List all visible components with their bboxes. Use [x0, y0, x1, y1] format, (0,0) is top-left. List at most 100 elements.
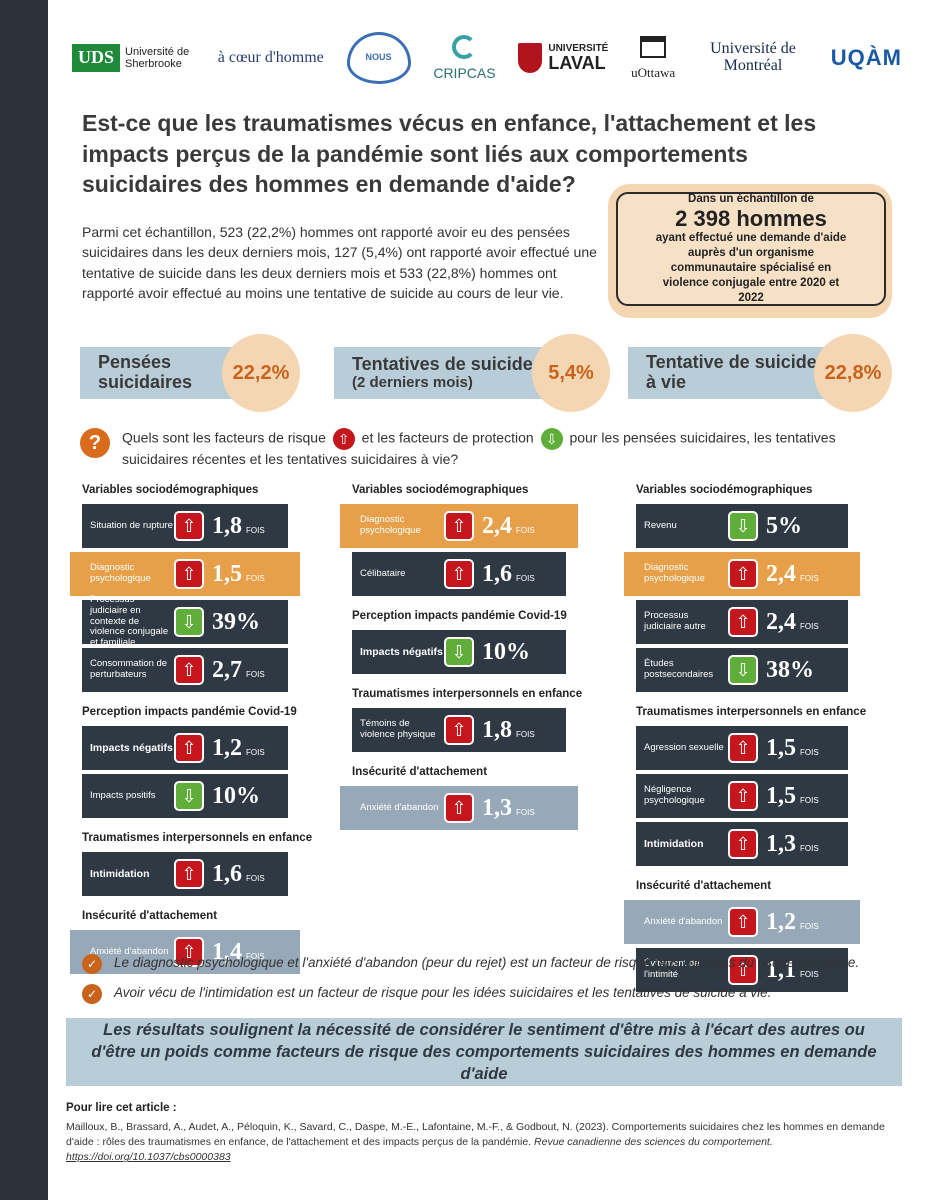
factor-label: Anxiété d'abandon: [360, 801, 439, 813]
udem-text: Université de Montréal: [710, 40, 796, 74]
laval-shield-icon: [518, 42, 543, 73]
arrow-up-icon: ⇧: [728, 733, 758, 763]
factor-unit: FOIS: [800, 795, 819, 805]
arrow-down-icon: ⇩: [444, 637, 474, 667]
factor-label: Diagnostic psychologique: [644, 562, 705, 584]
factor-value: 1,8: [482, 716, 512, 743]
cripcas-swirl-icon: [452, 34, 477, 59]
stat-pensees: Pensées suicidaires: [80, 347, 240, 399]
reference-doi-link[interactable]: https://doi.org/10.1037/cbs0000383: [66, 1151, 231, 1164]
arrow-down-icon: ⇩: [174, 607, 204, 637]
factor-value: 1,5: [212, 560, 242, 587]
factor-row: Témoins de violence physique ⇧ 1,8 FOIS: [352, 708, 566, 752]
reference-citation: Mailloux, B., Brassard, A., Audet, A., P…: [66, 1121, 885, 1149]
factor-value: 1,8: [212, 512, 242, 539]
section-title: Insécurité d'attachement: [82, 910, 218, 922]
factor-unit: FOIS: [246, 525, 265, 535]
question-part2: et les facteurs de protection: [361, 429, 534, 446]
sample-line2: ayant effectué une demande d'aide auprès…: [655, 232, 847, 304]
laval-top: UNIVERSITÉ: [548, 42, 609, 54]
factor-label: Situation de rupture: [90, 519, 173, 531]
nous-text: NOUS: [346, 32, 411, 84]
uqam-text: UQÀM: [830, 44, 902, 70]
factor-label: Anxiété d'abandon: [644, 915, 723, 927]
factor-value: 1,1: [766, 956, 796, 983]
factor-row: Revenu ⇩ 5%: [636, 504, 848, 548]
factor-label: Processus judiciaire en contexte de viol…: [90, 593, 169, 649]
laval-bottom: LAVAL: [548, 52, 606, 73]
logo-udem: Université de Montréal: [698, 40, 808, 75]
logo-cripcas: CRIPCAS: [433, 34, 496, 81]
section-title: Traumatismes interpersonnels en enfance: [352, 688, 583, 700]
factor-label: Négligence psychologique: [644, 784, 705, 806]
section-title: Variables sociodémographiques: [82, 484, 259, 496]
factor-value: 10%: [212, 782, 260, 809]
question-text: Quels sont les facteurs de risque ⇧ et l…: [122, 428, 882, 470]
factor-row: Célibataire ⇧ 1,6 FOIS: [352, 552, 566, 596]
factor-unit: FOIS: [246, 669, 265, 679]
question-icon: ?: [80, 428, 110, 458]
stat-sub: suicidaires: [98, 372, 193, 392]
arrow-up-icon: ⇧: [174, 937, 204, 967]
factor-value: 1,6: [482, 560, 512, 587]
factor-row: Anxiété d'abandon ⇧ 1,3 FOIS: [340, 786, 578, 830]
arrow-up-icon: ⇧: [444, 793, 474, 823]
coeur-text: à cœur d'homme: [217, 49, 324, 67]
factor-value: 10%: [482, 638, 530, 665]
stat-tentative-vie-value: 22,8%: [814, 334, 892, 412]
factor-label: Agression sexuelle: [644, 741, 724, 753]
stat-label: Tentatives de suicide: [352, 353, 533, 374]
partner-logos: UDS Université de Sherbrooke à cœur d'ho…: [72, 28, 902, 88]
factor-unit: FOIS: [246, 951, 265, 961]
factor-value: 39%: [212, 608, 260, 635]
factor-value: 1,6: [212, 860, 242, 887]
factor-row: Évitement de l'intimité ⇧ 1,1 FOIS: [636, 948, 848, 992]
factor-unit: FOIS: [800, 621, 819, 631]
factor-value: 1,3: [766, 830, 796, 857]
logo-uqam: UQÀM: [830, 44, 902, 70]
question-part3: pour les pensées suicidaires, les tentat…: [122, 429, 836, 467]
factor-row: Impacts négatifs ⇧ 1,2 FOIS: [82, 726, 288, 770]
arrow-up-icon: ⇧: [174, 559, 204, 589]
arrow-up-icon: ⇧: [444, 559, 474, 589]
reference-text: Mailloux, B., Brassard, A., Audet, A., P…: [66, 1120, 886, 1166]
factor-row: Intimidation ⇧ 1,6 FOIS: [82, 852, 288, 896]
factor-row: Impacts négatifs ⇩ 10%: [352, 630, 566, 674]
arrow-up-icon: ⇧: [332, 428, 355, 450]
logo-coeur-dhomme: à cœur d'homme: [218, 49, 324, 67]
factor-row: Situation de rupture ⇧ 1,8 FOIS: [82, 504, 288, 548]
stat-tentative-vie: Tentative de suicide à vie: [628, 347, 828, 399]
stat-sub: à vie: [646, 372, 687, 392]
arrow-down-icon: ⇩: [728, 655, 758, 685]
sample-box-inner: Dans un échantillon de 2 398 hommes ayan…: [616, 192, 886, 306]
sample-count: 2 398 hommes: [675, 206, 827, 232]
factor-row: Processus judiciaire autre ⇧ 2,4 FOIS: [636, 600, 848, 644]
arrow-down-icon: ⇩: [174, 781, 204, 811]
factor-unit: FOIS: [516, 525, 535, 535]
intro-paragraph: Parmi cet échantillon, 523 (22,2%) homme…: [82, 224, 597, 301]
arrow-down-icon: ⇩: [540, 428, 563, 450]
factor-unit: FOIS: [800, 921, 819, 931]
factor-label: Anxiété d'abandon: [90, 945, 169, 957]
check-icon: ✓: [82, 954, 102, 974]
factor-row: Négligence psychologique ⇧ 1,5 FOIS: [636, 774, 848, 818]
factor-unit: FOIS: [246, 747, 265, 757]
arrow-up-icon: ⇧: [174, 859, 204, 889]
section-title: Traumatismes interpersonnels en enfance: [636, 706, 867, 718]
factor-unit: FOIS: [800, 573, 819, 583]
factor-label: Revenu: [644, 519, 677, 531]
factor-unit: FOIS: [800, 969, 819, 979]
stat-tentatives-recentes: Tentatives de suicide (2 derniers mois): [334, 347, 544, 399]
logo-nous: NOUS: [346, 32, 411, 84]
factor-unit: FOIS: [800, 747, 819, 757]
factor-label: Impacts négatifs: [90, 741, 173, 754]
factor-unit: FOIS: [516, 729, 535, 739]
factor-unit: FOIS: [800, 843, 819, 853]
uds-mark: UDS: [72, 44, 121, 72]
check-icon: ✓: [82, 984, 102, 1004]
factor-label: Intimidation: [90, 867, 150, 880]
factor-unit: FOIS: [516, 573, 535, 583]
factor-label: Impacts négatifs: [360, 645, 443, 658]
factor-value: 1,5: [766, 782, 796, 809]
stat-label: Pensées: [98, 352, 172, 373]
